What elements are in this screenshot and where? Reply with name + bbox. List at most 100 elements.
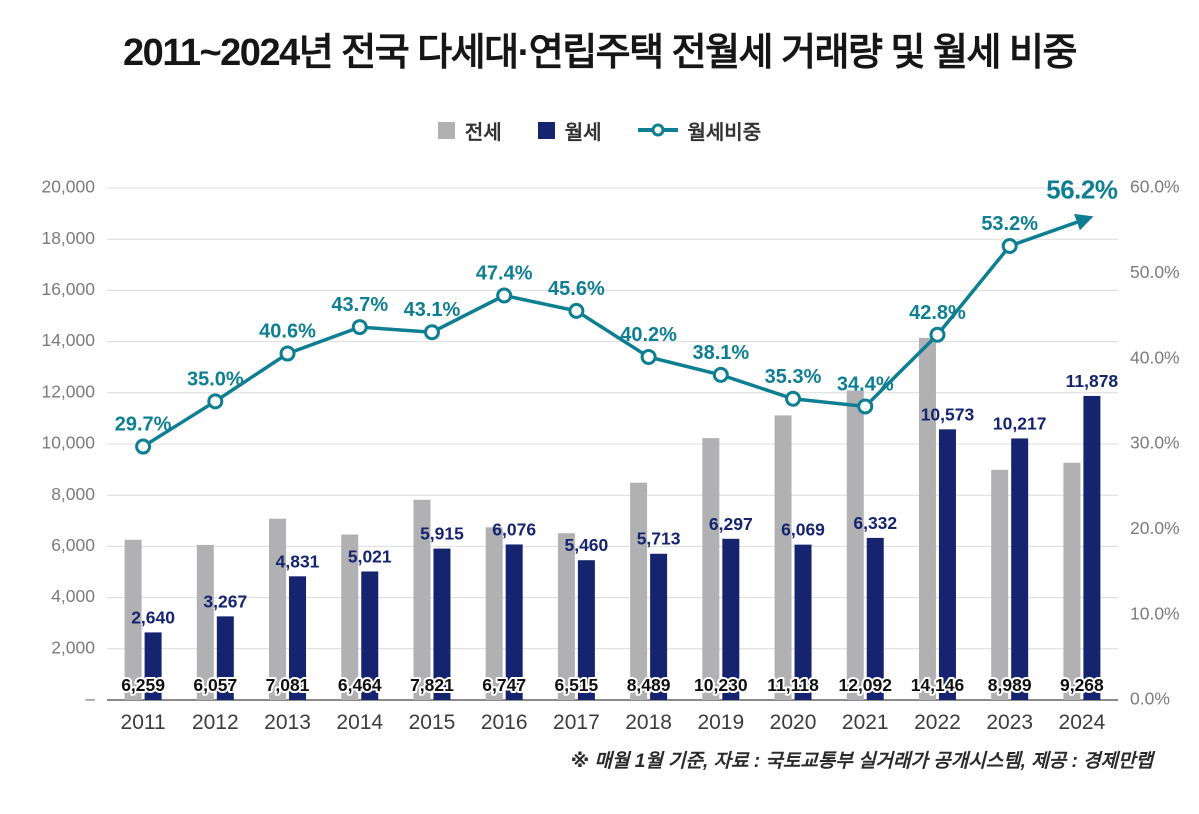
ratio-line	[142, 213, 1094, 449]
wolse-value-label: 11,878	[1066, 371, 1119, 391]
ratio-marker	[279, 345, 296, 362]
wolse-bar	[794, 544, 812, 700]
right-axis-tick: 10.0%	[1130, 603, 1180, 623]
jeonse-value-label: 6,747	[482, 675, 526, 695]
ratio-point-label: 53.2%	[981, 213, 1038, 235]
right-axis-tick: 50.0%	[1130, 262, 1180, 282]
jeonse-value-label: 11,118	[767, 675, 819, 695]
wolse-value-label: 6,069	[781, 520, 825, 540]
jeonse-bar	[846, 390, 864, 700]
wolse-bar	[433, 548, 451, 700]
ratio-point-label: 47.4%	[476, 263, 533, 285]
wolse-bar	[216, 616, 234, 700]
ratio-marker	[496, 287, 513, 304]
jeonse-value-label: 6,057	[193, 675, 237, 695]
wolse-value-label: 2,640	[131, 607, 175, 627]
left-axis-tick: 16,000	[41, 279, 95, 299]
jeonse-bar	[413, 499, 431, 700]
jeonse-bar	[269, 518, 287, 700]
x-axis-year-label: 2015	[409, 711, 456, 734]
jeonse-value-label: 6,464	[338, 675, 382, 695]
jeonse-bar	[196, 544, 214, 700]
wolse-value-label: 6,297	[709, 514, 753, 534]
left-axis-tick: 20,000	[41, 177, 95, 197]
ratio-point-label: 29.7%	[115, 414, 172, 436]
ratio-line-swatch-icon	[637, 123, 678, 137]
right-axis-tick: 40.0%	[1130, 347, 1180, 367]
x-axis-year-label: 2023	[986, 711, 1033, 734]
left-axis-tick: 18,000	[41, 228, 95, 248]
ratio-marker	[351, 319, 368, 336]
x-axis-year-label: 2020	[770, 711, 817, 734]
jeonse-bar	[702, 438, 720, 700]
wolse-swatch-icon	[537, 121, 555, 139]
wolse-value-label: 5,713	[637, 529, 681, 549]
wolse-value-label: 5,915	[420, 524, 464, 544]
x-axis-year-label: 2016	[481, 711, 528, 734]
x-axis-year-label: 2019	[697, 711, 744, 734]
ratio-point-label: 35.0%	[187, 368, 244, 390]
jeonse-bar	[774, 415, 792, 700]
ratio-marker	[785, 390, 802, 407]
wolse-bar	[577, 560, 595, 700]
wolse-bar	[722, 538, 740, 700]
ratio-point-label: 45.6%	[548, 278, 605, 300]
wolse-value-label: 5,021	[348, 546, 392, 566]
left-axis-tick: 14,000	[41, 330, 95, 350]
wolse-bar	[650, 553, 668, 700]
ratio-marker	[568, 302, 585, 319]
left-axis-tick: 12,000	[41, 381, 95, 401]
right-axis-tick: 0.0%	[1130, 689, 1170, 709]
chart-page: 2011~2024년 전국 다세대·연립주택 전월세 거래량 및 월세 비중 전…	[0, 30, 1199, 814]
jeonse-value-label: 12,092	[838, 675, 892, 695]
wolse-value-label: 4,831	[276, 551, 320, 571]
ratio-marker	[712, 366, 729, 383]
jeonse-bar	[485, 527, 503, 700]
left-axis-tick: 2,000	[51, 637, 95, 657]
jeonse-bar	[1063, 462, 1081, 700]
wolse-bar	[144, 632, 162, 700]
right-axis-tick: 20.0%	[1130, 518, 1180, 538]
wolse-bar	[1083, 395, 1101, 700]
jeonse-bar	[918, 337, 936, 700]
jeonse-value-label: 6,515	[554, 675, 598, 695]
wolse-bar	[866, 537, 884, 700]
wolse-bar	[361, 571, 379, 700]
jeonse-value-label: 7,821	[410, 675, 454, 695]
combo-chart: – 2,000 4,000 6,000 8,000 10,000 12,000 14,000 1…	[0, 142, 1199, 744]
legend-label-ratio: 월세비중	[687, 121, 762, 144]
ratio-point-label: 38.1%	[692, 342, 749, 364]
ratio-point-label: 34.4%	[837, 373, 894, 395]
left-axis-tick: 6,000	[51, 535, 95, 555]
jeonse-value-label: 10,230	[694, 675, 748, 695]
jeonse-bar	[124, 539, 142, 700]
ratio-marker	[135, 438, 152, 455]
jeonse-value-label: 7,081	[266, 675, 310, 695]
wolse-value-label: 3,267	[203, 591, 247, 611]
ratio-point-label: 56.2%	[1046, 174, 1118, 204]
x-axis-year-label: 2022	[914, 711, 961, 734]
jeonse-value-label: 8,489	[627, 675, 671, 695]
x-axis-year-label: 2021	[842, 711, 889, 734]
ratio-marker	[857, 398, 874, 415]
jeonse-value-label: 8,989	[988, 675, 1032, 695]
ratio-point-label: 43.1%	[404, 299, 461, 321]
source-note: ※ 매월 1월 기준, 자료 : 국토교통부 실거래가 공개시스템, 제공 : …	[570, 751, 1153, 772]
left-axis-tick: 8,000	[51, 484, 95, 504]
chart-canvas: – 2,000 4,000 6,000 8,000 10,000 12,000 14,000 1…	[41, 174, 1180, 734]
legend-label-jeonse: 전세	[464, 121, 502, 144]
jeonse-swatch-icon	[437, 121, 455, 139]
jeonse-bar	[991, 469, 1009, 700]
wolse-bar	[289, 576, 307, 700]
legend-label-wolse: 월세	[564, 121, 602, 144]
jeonse-bar	[341, 534, 359, 700]
ratio-marker	[207, 393, 224, 410]
wolse-value-label: 10,573	[921, 404, 975, 424]
jeonse-value-label: 9,268	[1060, 675, 1104, 695]
jeonse-value-label: 6,259	[121, 675, 165, 695]
left-axis-tick: –	[85, 689, 95, 709]
ratio-marker	[640, 348, 657, 365]
ratio-point-label: 35.3%	[765, 366, 822, 388]
left-axis-tick: 4,000	[51, 586, 95, 606]
ratio-point-label: 42.8%	[909, 302, 966, 324]
